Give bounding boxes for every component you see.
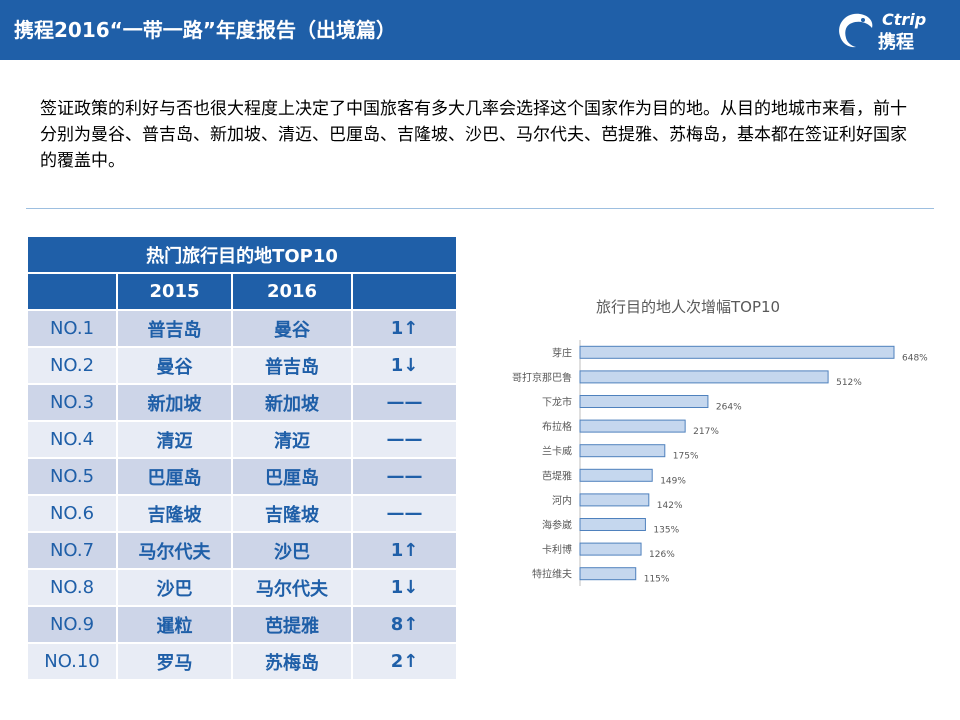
- divider: [26, 208, 934, 209]
- bar: [579, 395, 709, 408]
- header-cell-2016: 2016: [231, 272, 353, 311]
- table-row: NO.10 罗马 苏梅岛 2↑: [26, 642, 459, 681]
- table-row: NO.7 马尔代夫 沙巴 1↑: [26, 531, 459, 570]
- change-cell: 1↑: [350, 531, 459, 570]
- growth-chart: 旅行目的地人次增幅TOP10 芽庄 648% 哥打京那巴鲁 512% 下龙市 264% 布拉…: [480, 290, 940, 620]
- logo-cn-text: 携程: [878, 32, 914, 53]
- table-title: 热门旅行目的地TOP10: [25, 235, 459, 274]
- city-2015-cell: 曼谷: [116, 346, 233, 385]
- data-label: 142%: [657, 501, 683, 511]
- data-label: 149%: [660, 476, 686, 486]
- category-label: 河内: [552, 494, 572, 507]
- city-2016-cell: 芭提雅: [231, 605, 353, 644]
- chart-title: 旅行目的地人次增幅TOP10: [596, 298, 781, 316]
- bar: [579, 468, 653, 482]
- table-row: NO.2 曼谷 普吉岛 1↓: [26, 346, 459, 385]
- data-label: 135%: [653, 526, 679, 536]
- header-cell-change: [350, 272, 459, 311]
- header-cell-2015: 2015: [116, 272, 233, 311]
- category-label: 卡利博: [542, 543, 572, 556]
- intro-paragraph: 签证政策的利好与否也很大程度上决定了中国旅客有多大几率会选择这个国家作为目的地。…: [40, 99, 907, 171]
- change-cell: 1↓: [350, 346, 459, 385]
- category-label: 芭堤雅: [542, 469, 572, 482]
- table-row: NO.6 吉隆坡 吉隆坡 ——: [26, 494, 459, 533]
- data-label: 115%: [644, 575, 670, 585]
- table-row: NO.9 暹粒 芭提雅 8↑: [26, 605, 459, 644]
- rank-cell: NO.2: [26, 346, 118, 385]
- table-row: NO.8 沙巴 马尔代夫 1↓: [26, 568, 459, 607]
- bar: [579, 493, 650, 507]
- rank-cell: NO.7: [26, 531, 118, 570]
- category-label: 哥打京那巴鲁: [512, 371, 572, 384]
- change-cell: ——: [350, 494, 459, 533]
- city-2015-cell: 罗马: [116, 642, 233, 681]
- bar: [579, 370, 829, 384]
- data-label: 512%: [836, 378, 862, 388]
- table-row: NO.5 巴厘岛 巴厘岛 ——: [26, 457, 459, 496]
- bar: [579, 419, 686, 433]
- city-2015-cell: 沙巴: [116, 568, 233, 607]
- table-row: NO.1 普吉岛 曼谷 1↑: [26, 309, 459, 348]
- bar: [579, 567, 637, 581]
- chart-canvas: 芽庄 648% 哥打京那巴鲁 512% 下龙市 264% 布拉格 217% 兰卡威 175% 芭堤雅…: [512, 340, 928, 586]
- city-2016-cell: 巴厘岛: [231, 457, 353, 496]
- rank-cell: NO.6: [26, 494, 118, 533]
- rank-cell: NO.4: [26, 420, 118, 459]
- city-2016-cell: 曼谷: [231, 309, 353, 348]
- header-cell-rank: [26, 272, 118, 311]
- logo-latin-text: Ctrip: [882, 10, 927, 29]
- rank-cell: NO.3: [26, 383, 118, 422]
- change-cell: 2↑: [350, 642, 459, 681]
- page-title: 携程2016“一带一路”年度报告（出境篇）: [14, 18, 396, 42]
- rank-cell: NO.1: [26, 309, 118, 348]
- city-2016-cell: 马尔代夫: [231, 568, 353, 607]
- rank-cell: NO.5: [26, 457, 118, 496]
- category-label: 特拉维夫: [532, 568, 572, 581]
- category-label: 下龙市: [542, 396, 572, 409]
- city-2015-cell: 暹粒: [116, 605, 233, 644]
- bar: [579, 444, 666, 458]
- category-label: 布拉格: [542, 420, 572, 433]
- city-2016-cell: 清迈: [231, 420, 353, 459]
- dolphin-icon: [839, 13, 873, 48]
- bar: [579, 345, 895, 359]
- city-2016-cell: 普吉岛: [231, 346, 353, 385]
- rank-cell: NO.8: [26, 568, 118, 607]
- category-label: 兰卡威: [542, 445, 572, 458]
- city-2016-cell: 新加坡: [231, 383, 353, 422]
- table-row: NO.3 新加坡 新加坡 ——: [26, 383, 459, 422]
- table-row: NO.4 清迈 清迈 ——: [26, 420, 459, 459]
- header-bar: 携程2016“一带一路”年度报告（出境篇） Ctrip 携程: [0, 0, 960, 60]
- data-label: 126%: [649, 550, 675, 560]
- change-cell: ——: [350, 457, 459, 496]
- city-2015-cell: 吉隆坡: [116, 494, 233, 533]
- city-2016-cell: 吉隆坡: [231, 494, 353, 533]
- data-label: 217%: [693, 427, 719, 437]
- city-2015-cell: 普吉岛: [116, 309, 233, 348]
- change-cell: 1↑: [350, 309, 459, 348]
- bar: [579, 542, 642, 556]
- rank-cell: NO.10: [26, 642, 118, 681]
- city-2015-cell: 马尔代夫: [116, 531, 233, 570]
- city-2015-cell: 清迈: [116, 420, 233, 459]
- category-label: 芽庄: [552, 346, 572, 359]
- change-cell: 1↓: [350, 568, 459, 607]
- city-2016-cell: 沙巴: [231, 531, 353, 570]
- change-cell: 8↑: [350, 605, 459, 644]
- category-label: 海参崴: [542, 519, 572, 532]
- change-cell: ——: [350, 420, 459, 459]
- city-2015-cell: 新加坡: [116, 383, 233, 422]
- data-label: 264%: [716, 403, 742, 413]
- rank-cell: NO.9: [26, 605, 118, 644]
- ctrip-logo: Ctrip 携程: [832, 6, 942, 54]
- bar: [579, 518, 646, 531]
- change-cell: ——: [350, 383, 459, 422]
- city-2016-cell: 苏梅岛: [231, 642, 353, 681]
- top10-table: 热门旅行目的地TOP10 2015 2016 NO.1 普吉岛 曼谷 1↑ NO.2 曼谷…: [25, 235, 459, 681]
- city-2015-cell: 巴厘岛: [116, 457, 233, 496]
- data-label: 648%: [902, 353, 928, 363]
- data-label: 175%: [673, 452, 699, 462]
